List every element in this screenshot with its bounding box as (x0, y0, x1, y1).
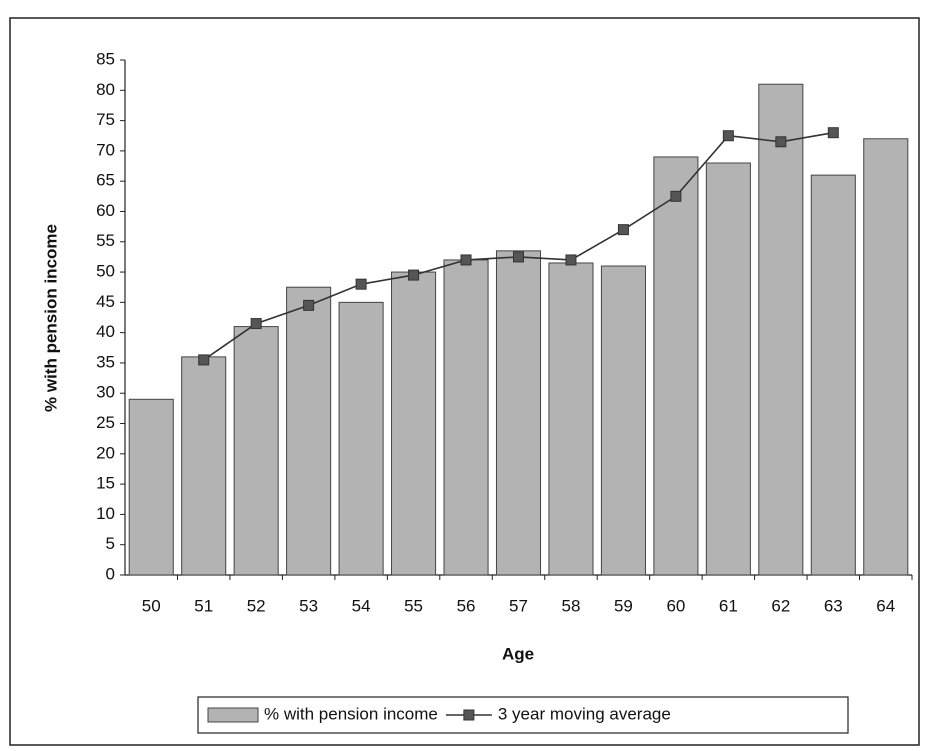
x-tick-label: 62 (771, 596, 790, 615)
legend-label: 3 year moving average (498, 704, 671, 723)
y-tick-label: 50 (96, 262, 115, 281)
line-marker (460, 254, 472, 266)
line-marker (250, 318, 262, 330)
y-tick-label: 15 (96, 474, 115, 493)
y-tick-label: 45 (96, 292, 115, 311)
y-axis-label: % with pension income (41, 224, 60, 412)
legend-swatch (207, 707, 259, 723)
line-marker (670, 190, 682, 202)
bar (338, 301, 384, 576)
chart-frame (9, 17, 920, 746)
x-tick-label: 56 (457, 596, 476, 615)
y-tick-label: 85 (96, 49, 115, 68)
x-tick-label: 64 (876, 596, 895, 615)
bar (128, 398, 174, 576)
y-tick-label: 65 (96, 171, 115, 190)
legend-label: % with pension income (264, 704, 438, 723)
x-tick-label: 55 (404, 596, 423, 615)
line-marker (198, 354, 210, 366)
y-tick-label: 55 (96, 231, 115, 250)
y-tick-label: 20 (96, 443, 115, 462)
x-tick-label: 58 (562, 596, 581, 615)
y-tick-label: 10 (96, 504, 115, 523)
legend (197, 696, 849, 734)
line-marker (827, 127, 839, 139)
line-marker (722, 130, 734, 142)
bar (810, 174, 856, 576)
y-tick-label: 35 (96, 352, 115, 371)
y-tick-label: 5 (106, 534, 115, 553)
y-tick-label: 30 (96, 383, 115, 402)
line-marker (775, 136, 787, 148)
legend-swatch-marker (463, 709, 475, 721)
line-marker (355, 278, 367, 290)
x-tick-label: 59 (614, 596, 633, 615)
x-tick-label: 63 (824, 596, 843, 615)
line-marker (303, 299, 315, 311)
y-tick-label: 0 (106, 564, 115, 583)
line-marker (513, 251, 524, 263)
bar (705, 162, 751, 576)
y-tick-label: 40 (96, 322, 115, 341)
x-tick-label: 54 (352, 596, 371, 615)
x-tick-label: 50 (142, 596, 161, 615)
x-axis-label: Age (502, 644, 534, 663)
x-tick-label: 52 (247, 596, 266, 615)
x-tick-label: 53 (299, 596, 318, 615)
bar (600, 265, 646, 576)
x-tick-label: 60 (666, 596, 685, 615)
bar (286, 286, 332, 576)
bar (181, 356, 227, 576)
bar (548, 262, 594, 576)
bar (391, 271, 437, 576)
line-marker (408, 269, 420, 281)
bar (443, 259, 489, 576)
x-tick-label: 57 (509, 596, 528, 615)
y-tick-label: 60 (96, 201, 115, 220)
line-marker (565, 254, 577, 266)
bar (653, 156, 699, 576)
y-tick-label: 75 (96, 110, 115, 129)
bar (758, 83, 804, 576)
x-tick-label: 61 (719, 596, 738, 615)
bar (495, 250, 542, 576)
line-marker (617, 224, 629, 236)
y-tick-label: 80 (96, 80, 115, 99)
x-tick-label: 51 (194, 596, 213, 615)
y-tick-label: 70 (96, 140, 115, 159)
bar (863, 138, 909, 576)
y-tick-label: 25 (96, 413, 115, 432)
bar (233, 326, 279, 576)
